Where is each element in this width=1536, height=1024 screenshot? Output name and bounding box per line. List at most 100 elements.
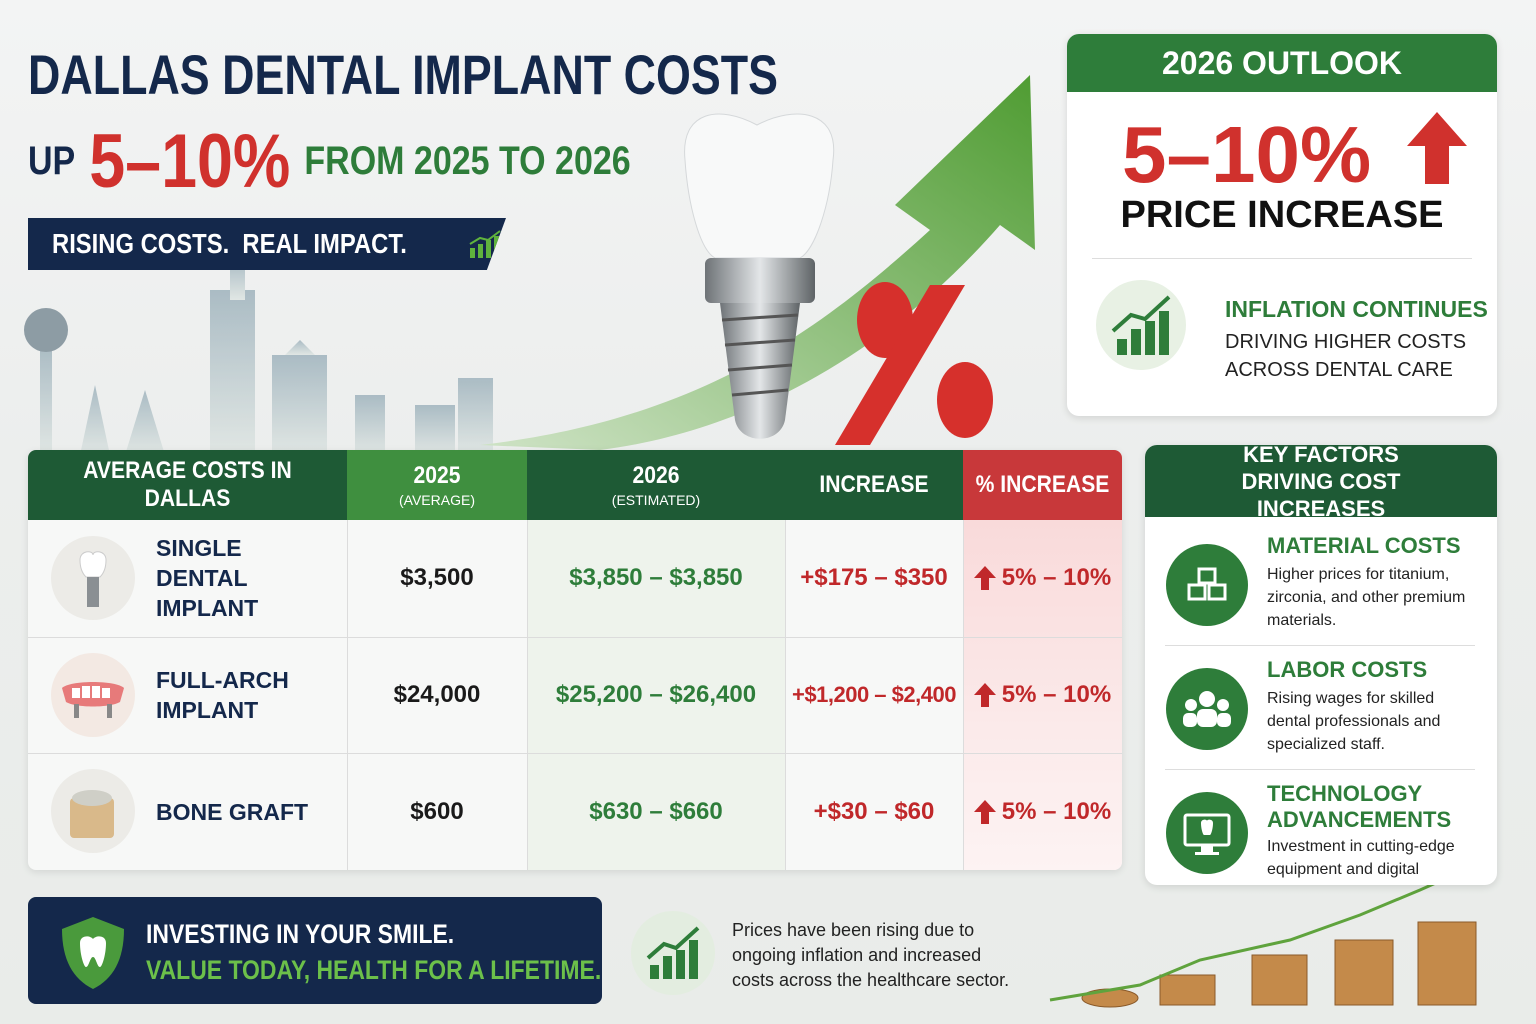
table-header: 2026 (ESTIMATED) <box>527 450 785 520</box>
outlook-range: 5–10% <box>1122 110 1372 199</box>
factor-title: MATERIAL COSTS <box>1267 533 1461 558</box>
outlook-title: 2026 OUTLOOK <box>1067 34 1497 92</box>
col-divider <box>785 520 786 870</box>
tagline: RISING COSTS. REAL IMPACT. <box>52 228 407 259</box>
header-sub: (AVERAGE) <box>399 492 475 508</box>
coin-trend <box>1049 868 1466 1002</box>
header-title: % INCREASE <box>975 471 1110 498</box>
cell-text: +$1,200 – $2,400 <box>792 682 956 708</box>
factor-icon <box>1165 667 1249 751</box>
cost-cell: $3,850 – $3,850 <box>527 520 785 637</box>
row-divider <box>28 636 1122 638</box>
col-divider <box>527 520 528 870</box>
cost-cell: 5% – 10% <box>963 520 1122 637</box>
skyline <box>24 260 493 455</box>
cell-text: SINGLE DENTAL IMPLANT <box>156 535 259 622</box>
cell-text: $630 – $660 <box>589 797 723 825</box>
factors-card: KEY FACTORS DRIVING COST INCREASES MATER… <box>1145 445 1497 885</box>
header-title: 2026 <box>632 462 680 489</box>
cell-text: +$30 – $60 <box>813 797 935 825</box>
cost-cell: $25,200 – $26,400 <box>527 637 785 754</box>
cost-cell: +$175 – $350 <box>785 520 963 637</box>
cell-text: BONE GRAFT <box>156 798 309 825</box>
inflation-icon <box>1096 280 1186 370</box>
outlook-card: 2026 OUTLOOK 5–10% PRICE INCREASE INFLAT… <box>1067 34 1497 416</box>
table-header: % INCREASE <box>963 450 1122 520</box>
up-arrow <box>973 683 996 708</box>
factor-title: LABOR COSTS <box>1267 657 1428 682</box>
subtitle-suffix: FROM 2025 TO 2026 <box>304 139 631 183</box>
cell-text: $25,200 – $26,400 <box>555 681 757 709</box>
item-name: FULL-ARCH IMPLANT <box>156 637 336 754</box>
cell-text: $3,850 – $3,850 <box>569 564 743 592</box>
cell-text: 5% – 10% <box>1001 797 1112 825</box>
header-title: AVERAGE COSTS IN DALLAS <box>83 457 292 512</box>
factor-text: Rising wages for skilled dental professi… <box>1267 690 1441 753</box>
up-arrow <box>973 566 996 591</box>
cell-text: +$175 – $350 <box>800 564 948 592</box>
tagline-box: RISING COSTS. REAL IMPACT. <box>28 218 506 270</box>
cost-cell: $24,000 <box>347 637 527 754</box>
footer-note: Prices have been rising due to ongoing i… <box>732 920 1010 990</box>
subtitle-highlight: 5–10% <box>89 119 291 204</box>
banner-line1: INVESTING IN YOUR SMILE. <box>146 919 455 949</box>
row-divider <box>28 753 1122 755</box>
divider <box>1092 258 1472 259</box>
col-divider <box>963 520 964 870</box>
factor-icon <box>1165 543 1249 627</box>
factor-icon <box>1165 791 1249 875</box>
table-header: AVERAGE COSTS IN DALLAS <box>28 450 347 520</box>
up-arrow <box>973 799 996 824</box>
percent-symbol <box>835 282 993 445</box>
cost-cell: 5% – 10% <box>963 637 1122 754</box>
header-sub: (ESTIMATED) <box>611 492 701 508</box>
factor-divider <box>1165 645 1475 646</box>
cost-cell: $3,500 <box>347 520 527 637</box>
factor-text: Investment in cutting-edge equipment and… <box>1267 838 1455 885</box>
coins <box>1081 921 1477 1008</box>
row-icon <box>50 535 136 621</box>
est-column-bg <box>527 520 785 870</box>
subtitle: UP 5–10% FROM 2025 TO 2026 <box>28 118 631 204</box>
item-name: SINGLE DENTAL IMPLANT <box>156 520 336 637</box>
cell-text: 5% – 10% <box>1001 564 1112 592</box>
banner-line2: VALUE TODAY, HEALTH FOR A LIFETIME. <box>146 955 602 985</box>
table-header: 2025 (AVERAGE) <box>347 450 527 520</box>
cost-cell: +$30 – $60 <box>785 753 963 870</box>
row-icon <box>50 768 136 854</box>
cell-text: $3,500 <box>400 564 474 592</box>
up-arrow <box>1407 112 1467 184</box>
cost-table: AVERAGE COSTS IN DALLAS 2025 (AVERAGE) 2026… <box>28 450 1122 870</box>
inflation-line: ACROSS DENTAL CARE <box>1225 359 1453 381</box>
shield-icon <box>62 917 124 989</box>
cell-text: 5% – 10% <box>1001 681 1112 709</box>
cost-cell: $600 <box>347 753 527 870</box>
cost-cell: $630 – $660 <box>527 753 785 870</box>
factor-text: Higher prices for titanium, zirconia, an… <box>1267 566 1466 629</box>
implant <box>684 113 835 439</box>
outlook-label: PRICE INCREASE <box>1120 194 1444 236</box>
cell-text: $600 <box>410 797 464 825</box>
note-icon <box>631 911 715 995</box>
cost-cell: 5% – 10% <box>963 753 1122 870</box>
factors-title: KEY FACTORS DRIVING COST INCREASES <box>1145 445 1497 521</box>
cell-text: FULL-ARCH IMPLANT <box>156 667 289 724</box>
inflation-text: DRIVING HIGHER COSTS ACROSS DENTAL CARE <box>1225 328 1466 384</box>
banner: INVESTING IN YOUR SMILE. VALUE TODAY, HE… <box>28 897 602 1004</box>
subtitle-prefix: UP <box>28 139 76 183</box>
item-name: BONE GRAFT <box>156 753 336 870</box>
title: DALLAS DENTAL IMPLANT COSTS <box>28 43 778 106</box>
cell-text: $24,000 <box>393 681 481 709</box>
col-divider <box>347 520 348 870</box>
inflation-title: INFLATION CONTINUES <box>1225 296 1488 322</box>
table-header: INCREASE <box>785 450 963 520</box>
factor-divider <box>1165 769 1475 770</box>
inflation-line: DRIVING HIGHER COSTS <box>1225 331 1467 353</box>
header-title: INCREASE <box>819 471 929 498</box>
header-title: 2025 <box>413 462 461 489</box>
factor-title: TECHNOLOGY ADVANCEMENTS <box>1267 781 1452 832</box>
row-icon <box>50 652 136 738</box>
cost-cell: +$1,200 – $2,400 <box>785 637 963 754</box>
